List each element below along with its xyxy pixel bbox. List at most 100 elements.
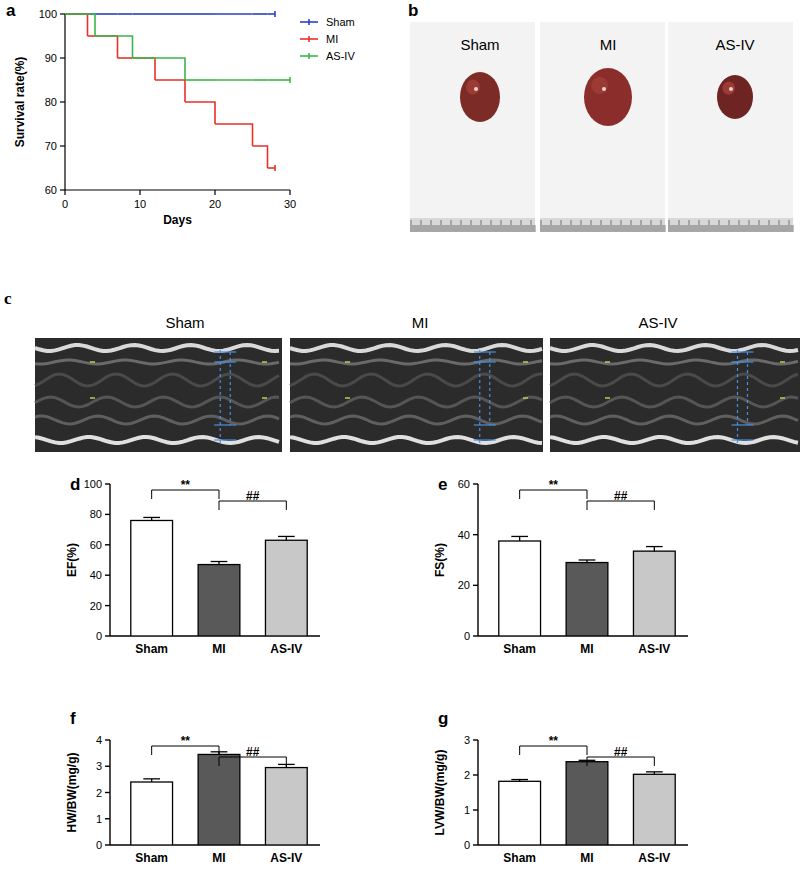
category-label: MI xyxy=(580,642,593,656)
y-tick xyxy=(473,483,478,484)
ruler-tick xyxy=(525,225,526,232)
ruler-tick xyxy=(483,225,484,232)
ruler-tick xyxy=(553,225,554,232)
category-label: AS-IV xyxy=(270,851,302,865)
heart xyxy=(717,75,753,119)
echo-caption: MI xyxy=(412,314,429,331)
ruler-tick xyxy=(425,225,426,232)
echo-texture xyxy=(550,437,798,443)
ruler-tick xyxy=(641,220,642,232)
ruler-tick xyxy=(433,225,434,232)
y-axis xyxy=(477,740,478,845)
ruler-tick xyxy=(693,225,694,232)
echo-image xyxy=(550,338,800,452)
ruler-tick xyxy=(495,225,496,232)
ruler-tick xyxy=(469,225,470,232)
ruler-tick xyxy=(533,225,534,232)
ruler-tick xyxy=(411,220,412,232)
survival-step xyxy=(95,35,118,37)
x-tick-label: 10 xyxy=(134,198,146,210)
ruler-tick xyxy=(635,225,636,232)
ruler-tick xyxy=(541,220,542,232)
ruler-tick xyxy=(705,225,706,232)
photo-caption: MI xyxy=(600,36,617,53)
ruler-tick xyxy=(461,220,462,232)
echo-marker xyxy=(90,361,95,363)
ruler-tick xyxy=(447,225,448,232)
ruler-tick xyxy=(767,225,768,232)
legend-swatch-tick xyxy=(308,19,310,25)
ruler-tick xyxy=(675,225,676,232)
ruler-tick xyxy=(567,225,568,232)
echo-caption: Sham xyxy=(165,314,204,331)
ruler-tick xyxy=(471,220,472,232)
ruler-tick xyxy=(727,225,728,232)
error-bar xyxy=(646,547,663,552)
y-tick xyxy=(105,635,110,636)
ruler-tick xyxy=(685,225,686,232)
ruler-tick xyxy=(769,220,770,232)
survival-step xyxy=(155,58,185,80)
ruler-tick xyxy=(763,225,764,232)
y-tick xyxy=(60,145,65,146)
survival-step xyxy=(253,13,268,15)
ruler-tick xyxy=(679,220,680,232)
survival-step xyxy=(133,58,156,80)
echo-measure-cap xyxy=(732,439,754,440)
echo-marker xyxy=(780,361,785,363)
ruler-tick xyxy=(421,220,422,232)
ruler-tick xyxy=(663,225,664,232)
ruler-tick xyxy=(629,225,630,232)
ruler-tick xyxy=(653,225,654,232)
ruler-tick xyxy=(603,225,604,232)
ruler-tick xyxy=(709,220,710,232)
ruler-tick xyxy=(427,225,428,232)
error-bar-cap xyxy=(646,546,663,547)
y-axis xyxy=(477,484,478,636)
category-label: MI xyxy=(580,851,593,865)
x-axis-label: Days xyxy=(163,213,192,227)
ruler-tick xyxy=(633,225,634,232)
ruler-tick xyxy=(625,225,626,232)
ruler-tick xyxy=(429,225,430,232)
echo-image xyxy=(290,338,543,452)
echo-measure xyxy=(220,350,221,445)
ruler-tick xyxy=(463,225,464,232)
ruler-tick xyxy=(561,220,562,232)
ruler-tick xyxy=(573,225,574,232)
y-tick xyxy=(473,635,478,636)
y-tick-label: 100 xyxy=(39,8,57,20)
y-tick xyxy=(473,739,478,740)
echo-texture xyxy=(35,360,279,364)
ruler-tick xyxy=(717,225,718,232)
ruler xyxy=(410,218,535,232)
ruler-tick xyxy=(503,225,504,232)
category-label: Sham xyxy=(135,851,168,865)
censor-mark xyxy=(274,165,276,171)
survival-step xyxy=(95,13,118,15)
survival-step xyxy=(185,79,215,81)
ruler-tick xyxy=(691,225,692,232)
photo-caption: Sham xyxy=(460,36,499,53)
survival-step xyxy=(133,13,156,15)
echo-texture xyxy=(290,416,542,424)
survival-step xyxy=(215,124,253,146)
ruler-tick xyxy=(773,225,774,232)
ruler-tick xyxy=(455,225,456,232)
y-tick xyxy=(60,101,65,102)
ruler-tick xyxy=(453,225,454,232)
survival-step xyxy=(88,35,96,37)
significance-label: ** xyxy=(181,734,191,748)
ruler-tick xyxy=(721,225,722,232)
y-tick xyxy=(105,739,110,740)
y-tick xyxy=(473,844,478,845)
ruler-tick xyxy=(475,225,476,232)
ruler-tick xyxy=(529,225,530,232)
ruler-tick xyxy=(601,220,602,232)
plot-area xyxy=(65,11,290,171)
ruler-tick xyxy=(419,225,420,232)
ruler-tick xyxy=(517,225,518,232)
ruler-tick xyxy=(559,225,560,232)
ruler-tick xyxy=(587,225,588,232)
ruler-tick xyxy=(697,225,698,232)
